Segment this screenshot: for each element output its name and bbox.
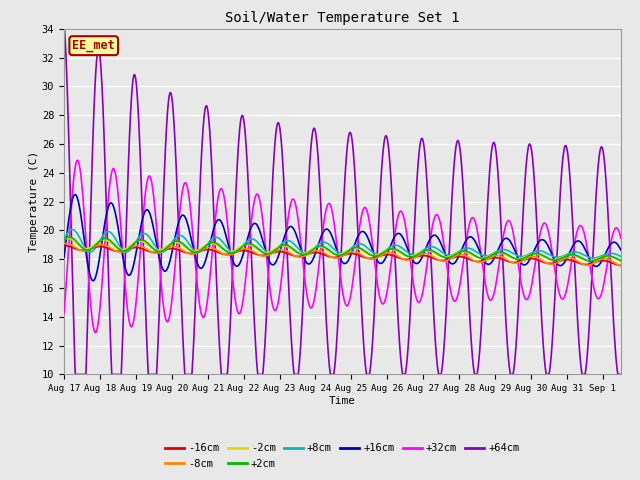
- +8cm: [299, 249, 307, 255]
- +32cm: [60, 310, 68, 316]
- +32cm: [465, 224, 472, 230]
- +16cm: [89, 278, 97, 284]
- Line: +16cm: +16cm: [64, 194, 621, 281]
- +2cm: [325, 247, 333, 252]
- +16cm: [617, 247, 625, 253]
- +8cm: [572, 249, 580, 255]
- +32cm: [74, 157, 81, 163]
- -2cm: [325, 248, 333, 254]
- +16cm: [465, 234, 472, 240]
- -8cm: [294, 254, 302, 260]
- +8cm: [68, 227, 76, 232]
- -8cm: [325, 253, 333, 259]
- -16cm: [60, 243, 68, 249]
- -16cm: [600, 258, 607, 264]
- +16cm: [299, 252, 307, 257]
- -2cm: [572, 253, 580, 259]
- +2cm: [617, 258, 625, 264]
- -2cm: [465, 250, 472, 256]
- -2cm: [60, 237, 68, 242]
- +8cm: [617, 253, 625, 259]
- +32cm: [617, 235, 625, 241]
- Line: +32cm: +32cm: [64, 160, 621, 333]
- +2cm: [572, 252, 580, 258]
- -16cm: [294, 253, 301, 259]
- -8cm: [60, 241, 68, 247]
- +8cm: [589, 255, 597, 261]
- +16cm: [572, 239, 580, 244]
- +2cm: [299, 252, 307, 257]
- -16cm: [298, 253, 306, 259]
- -8cm: [600, 256, 607, 262]
- -8cm: [62, 240, 70, 246]
- Line: +64cm: +64cm: [64, 29, 621, 374]
- +32cm: [299, 257, 307, 263]
- Line: -2cm: -2cm: [64, 239, 621, 261]
- +2cm: [60, 237, 68, 242]
- +2cm: [465, 249, 472, 255]
- +32cm: [92, 330, 99, 336]
- -2cm: [600, 253, 607, 259]
- +16cm: [71, 192, 79, 197]
- +64cm: [72, 372, 79, 377]
- -8cm: [617, 263, 625, 269]
- -16cm: [465, 256, 472, 262]
- Title: Soil/Water Temperature Set 1: Soil/Water Temperature Set 1: [225, 11, 460, 25]
- +32cm: [294, 217, 302, 223]
- +32cm: [600, 280, 608, 286]
- +32cm: [572, 232, 580, 238]
- +8cm: [325, 241, 333, 247]
- +64cm: [60, 26, 68, 32]
- -8cm: [299, 254, 307, 260]
- +64cm: [325, 356, 333, 361]
- +16cm: [325, 228, 333, 233]
- +16cm: [294, 238, 302, 243]
- +16cm: [60, 255, 68, 261]
- +2cm: [600, 253, 608, 259]
- -2cm: [64, 236, 72, 241]
- Y-axis label: Temperature (C): Temperature (C): [29, 151, 39, 252]
- +8cm: [60, 237, 68, 242]
- +64cm: [617, 372, 625, 377]
- X-axis label: Time: Time: [329, 396, 356, 406]
- +64cm: [299, 309, 307, 314]
- +8cm: [294, 245, 302, 251]
- Line: +8cm: +8cm: [64, 229, 621, 258]
- -8cm: [465, 254, 472, 260]
- Text: EE_met: EE_met: [72, 39, 115, 52]
- -16cm: [324, 253, 332, 259]
- Line: -8cm: -8cm: [64, 243, 621, 266]
- +2cm: [65, 234, 73, 240]
- Legend: -16cm, -8cm, -2cm, +2cm, +8cm, +16cm, +32cm, +64cm: -16cm, -8cm, -2cm, +2cm, +8cm, +16cm, +3…: [161, 439, 524, 473]
- -2cm: [299, 251, 307, 256]
- -2cm: [294, 250, 302, 256]
- +32cm: [325, 201, 333, 206]
- +64cm: [465, 293, 472, 299]
- +16cm: [600, 254, 608, 260]
- Line: -16cm: -16cm: [64, 246, 621, 265]
- +8cm: [465, 245, 472, 251]
- -8cm: [572, 257, 580, 263]
- -16cm: [572, 259, 580, 265]
- +64cm: [294, 372, 302, 377]
- Line: +2cm: +2cm: [64, 237, 621, 261]
- -2cm: [617, 258, 625, 264]
- +2cm: [294, 250, 302, 256]
- +8cm: [600, 252, 608, 258]
- +2cm: [587, 258, 595, 264]
- +64cm: [600, 153, 607, 159]
- +64cm: [572, 290, 580, 296]
- -16cm: [617, 263, 625, 268]
